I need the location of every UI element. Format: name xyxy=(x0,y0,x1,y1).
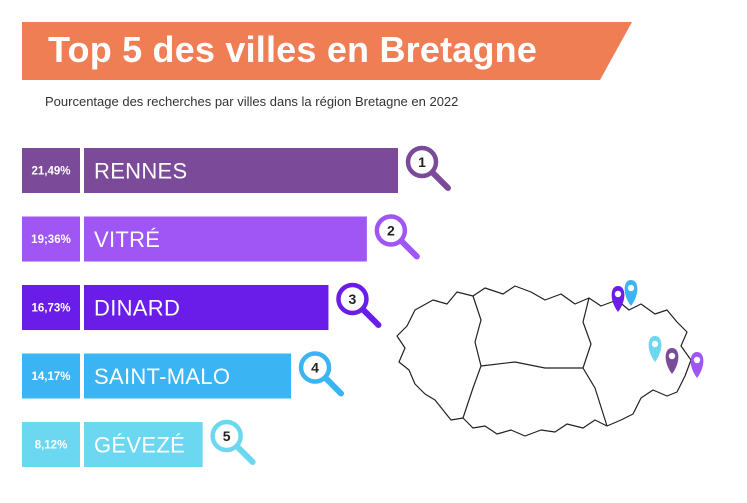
magnifier-lens xyxy=(374,214,408,247)
category-label: VITRÉ xyxy=(94,227,160,252)
value-label: 16,73% xyxy=(31,303,70,315)
pin-body xyxy=(690,352,704,378)
title-banner-shape xyxy=(22,22,632,80)
value-label: 19;36% xyxy=(31,234,71,246)
magnifier-handle xyxy=(323,375,345,397)
magnifier-handle xyxy=(234,444,256,465)
magnifier-handle xyxy=(360,307,382,328)
bar-group: 14,17% SAINT-MALO 4 xyxy=(22,351,345,399)
category-label: RENNES xyxy=(94,159,188,184)
bar xyxy=(84,216,367,262)
value-label: 8,12% xyxy=(35,440,68,452)
magnifier-lens xyxy=(336,282,369,316)
department-border xyxy=(462,295,482,419)
pin-body xyxy=(624,280,638,306)
map-pin-icon xyxy=(624,280,638,306)
bar-group: 19;36% VITRÉ 2 xyxy=(22,214,420,262)
bar-group: 8,12% GÉVEZÉ 5 xyxy=(22,419,256,467)
pin-dot xyxy=(627,284,635,292)
magnifier-icon: 3 xyxy=(336,282,382,328)
category-label: GÉVEZÉ xyxy=(94,433,185,458)
magnifier-handle xyxy=(430,170,451,191)
magnifier-lens xyxy=(210,419,243,453)
magnifier-handle xyxy=(398,238,420,260)
magnifier-lens xyxy=(405,145,439,179)
title-banner: Top 5 des villes en Bretagne xyxy=(22,22,632,80)
magnifier-icon: 5 xyxy=(210,419,256,465)
department-border xyxy=(582,297,608,427)
pin-body xyxy=(648,336,662,362)
department-border xyxy=(480,361,583,369)
region-outline xyxy=(396,285,692,437)
rank-label: 1 xyxy=(418,154,426,170)
map-pin-icon xyxy=(648,336,662,362)
value-box xyxy=(22,353,80,399)
value-box xyxy=(22,285,80,330)
chart-title: Top 5 des villes en Bretagne xyxy=(48,29,538,70)
chart-subtitle: Pourcentage des recherches par villes da… xyxy=(45,94,459,109)
rank-label: 5 xyxy=(223,428,231,444)
category-label: SAINT-MALO xyxy=(94,364,230,389)
brittany-map xyxy=(396,280,704,437)
value-label: 14,17% xyxy=(31,371,70,383)
magnifier-icon: 1 xyxy=(405,145,451,191)
map-pin-icon xyxy=(611,286,625,312)
value-box xyxy=(22,148,80,193)
map-outline xyxy=(396,285,692,437)
rank-label: 2 xyxy=(387,223,395,239)
bar-group: 16,73% DINARD 3 xyxy=(22,282,382,330)
map-pin-icon xyxy=(665,348,679,374)
magnifier-lens xyxy=(298,351,332,384)
map-pin-icon xyxy=(690,352,704,378)
pin-dot xyxy=(693,356,701,364)
magnifier-icon: 2 xyxy=(374,214,420,260)
bar xyxy=(84,353,292,399)
value-box xyxy=(22,216,80,262)
category-label: DINARD xyxy=(94,296,180,321)
pin-body xyxy=(665,348,679,374)
bar xyxy=(84,422,203,467)
rank-label: 4 xyxy=(311,360,319,376)
pin-dot xyxy=(614,290,622,298)
pin-dot xyxy=(651,340,659,348)
magnifier-icon: 4 xyxy=(298,351,345,397)
map-pins xyxy=(611,280,704,378)
pin-dot xyxy=(668,352,676,360)
bar xyxy=(84,148,398,193)
bar xyxy=(84,285,329,330)
value-label: 21,49% xyxy=(31,166,70,178)
value-box xyxy=(22,422,80,467)
pin-body xyxy=(611,286,625,312)
rank-label: 3 xyxy=(349,291,357,307)
bar-group: 21,49% RENNES 1 xyxy=(22,145,451,193)
